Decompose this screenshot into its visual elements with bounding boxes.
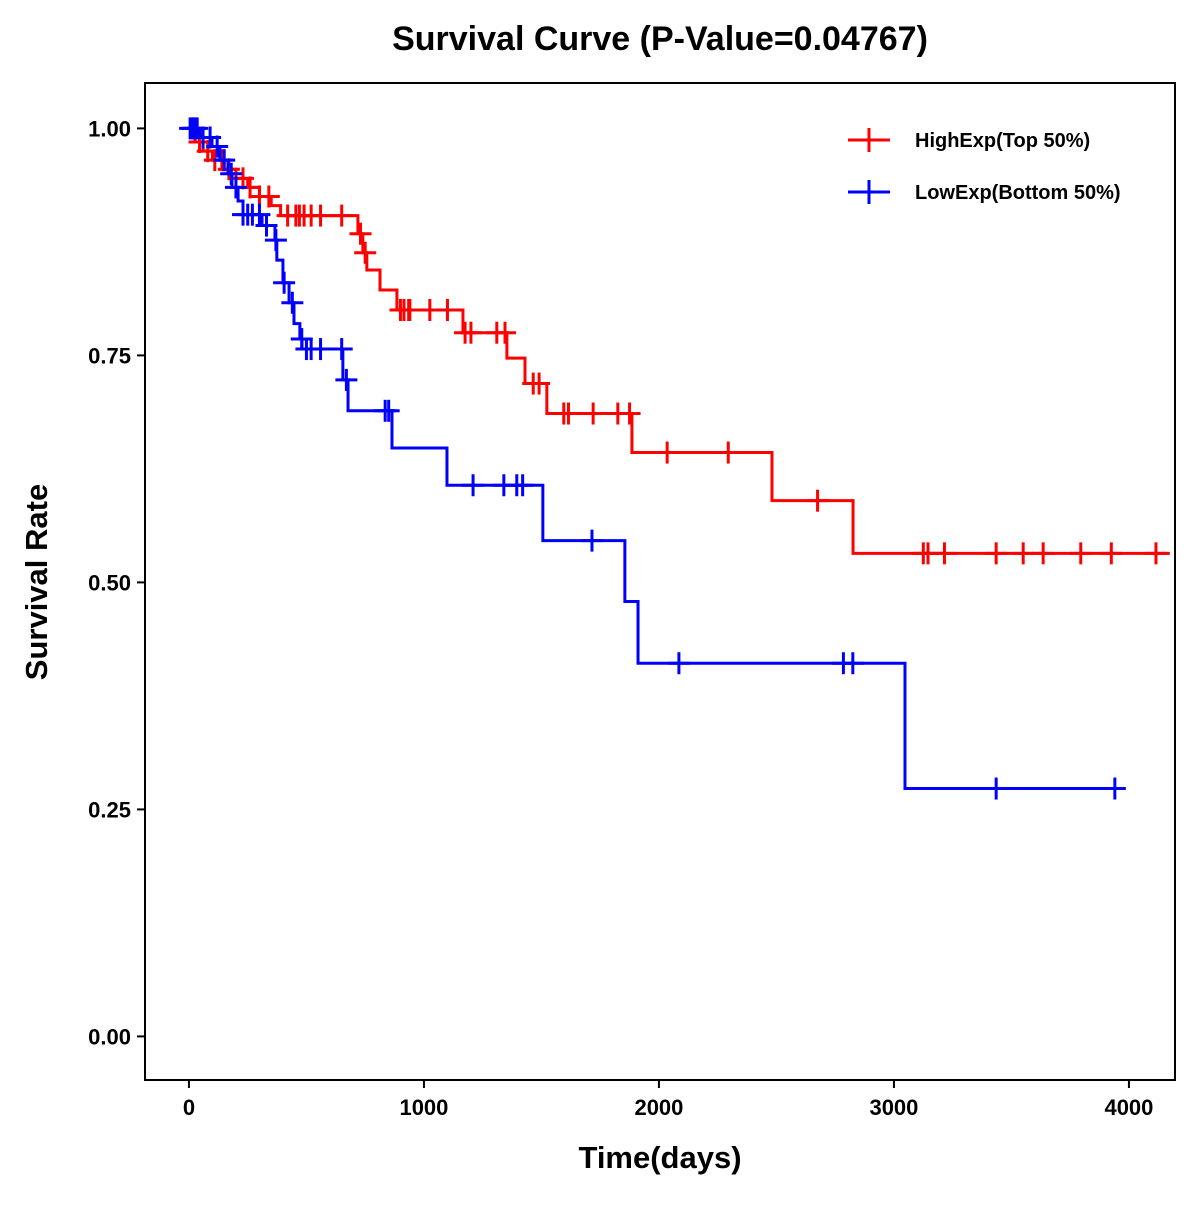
low-exp-censor-mark [1103,777,1126,800]
high-exp-censor-mark [1144,542,1167,565]
low-exp-censor-mark [377,399,400,422]
high-exp-censor-mark [354,241,377,264]
y-tick-label: 0.50 [88,570,131,595]
high-exp-censor-mark [806,489,829,512]
x-axis-label: Time(days) [578,1140,741,1175]
high-exp-censor-mark [1032,542,1055,565]
high-exp-censor-mark [459,321,482,344]
low-exp-censor-mark [264,229,287,252]
high-exp-censor-mark [618,402,641,425]
low-exp-censor-mark [330,338,353,361]
high-exp-censor-mark [582,402,605,425]
high-exp-censor-mark [1069,542,1092,565]
low-exp-censor-mark [220,162,243,185]
low-exp-censor-mark [255,214,278,237]
low-exp-censor-mark [281,291,304,314]
y-axis-label: Survival Rate [19,484,54,680]
high-exp-censor-mark [656,441,679,464]
legend-item-high-exp: HighExp(Top 50%) [848,128,1090,152]
low-exp-survival-line [188,126,1125,791]
high-exp-censor-mark [985,542,1008,565]
y-tick-label: 0.00 [88,1024,131,1049]
high-exp-censor-mark [717,441,740,464]
plot-frame [144,82,1176,1081]
chart-title: Survival Curve (P-Value=0.04767) [392,20,928,58]
legend-label: HighExp(Top 50%) [915,130,1090,152]
y-tick-label: 0.75 [88,343,131,368]
x-tick-label: 2000 [634,1095,683,1120]
low-exp-censor-mark [841,652,864,675]
x-tick-label: 4000 [1104,1095,1153,1120]
x-tick-label: 3000 [869,1095,918,1120]
low-exp-censor-mark [511,474,534,497]
high-exp-censor-mark [557,402,580,425]
legend-label: LowExp(Bottom 50%) [915,182,1121,204]
x-tick-label: 0 [183,1095,195,1120]
low-exp-censor-mark [206,135,229,158]
low-exp-censor-mark [224,176,247,199]
high-exp-censor-mark [257,185,280,208]
high-exp-censor-mark [1012,542,1035,565]
low-exp-censor-mark [335,368,358,391]
high-exp-censor-mark [494,321,517,344]
low-exp-censor-mark [580,529,603,552]
high-exp-censor-mark [309,204,332,227]
low-exp-censor-mark [667,652,690,675]
low-exp-censor-mark [985,777,1008,800]
y-tick-label: 1.00 [88,116,131,141]
high-exp-censor-mark [528,372,551,395]
x-tick-label: 1000 [399,1095,448,1120]
high-exp-censor-mark [1100,542,1123,565]
low-exp-censor-mark [290,328,313,351]
high-exp-censor-mark [398,299,421,322]
low-exp-censor-mark [309,338,332,361]
low-exp-censor-mark [213,149,236,172]
low-exp-censor-mark [462,474,485,497]
low-exp-censor-mark [273,271,296,294]
y-tick-label: 0.25 [88,797,131,822]
high-exp-censor-mark [330,204,353,227]
high-exp-censor-mark [933,542,956,565]
high-exp-censor-mark [349,222,372,245]
high-exp-censor-mark [436,299,459,322]
legend-item-low-exp: LowExp(Bottom 50%) [848,180,1121,204]
